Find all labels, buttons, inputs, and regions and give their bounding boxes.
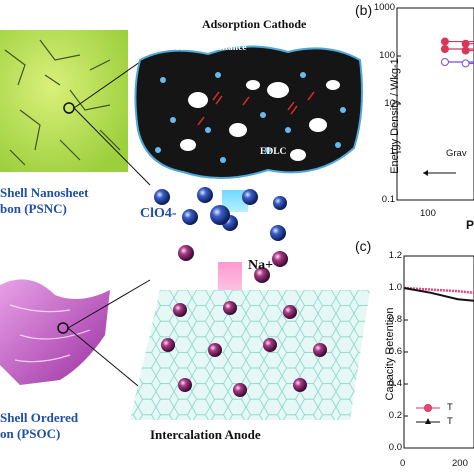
anode-title: Intercalation Anode bbox=[150, 427, 261, 442]
panel-c-legend-1: T bbox=[447, 402, 453, 413]
anion-label: ClO4- bbox=[140, 206, 177, 221]
panel-c-ytick-label: 0.2 bbox=[388, 410, 402, 421]
blue-arrow bbox=[222, 190, 248, 212]
panel-b-data-point bbox=[440, 44, 449, 53]
panel-b-ytick-label: 0.1 bbox=[381, 194, 395, 205]
panel-b-data-point bbox=[461, 46, 470, 55]
panel-c-ytick-label: 0.8 bbox=[388, 314, 402, 325]
panel-b-ytick-label: 100 bbox=[379, 50, 395, 61]
panel-c-xtick-200: 200 bbox=[452, 458, 468, 469]
panel-b-data-point bbox=[461, 59, 470, 68]
panel-b-letter: (b) bbox=[355, 2, 373, 18]
panel-b-data-point bbox=[440, 37, 449, 46]
intercalation-anode-graphic bbox=[130, 290, 370, 420]
panel-c-xtick-0: 0 bbox=[400, 458, 406, 469]
adsorption-cathode-graphic bbox=[134, 45, 363, 179]
panel-c-ytick-label: 1.0 bbox=[388, 282, 402, 293]
panel-b-xtick-100: 100 bbox=[420, 208, 436, 219]
edlc-label: EDLC bbox=[260, 147, 287, 157]
cathode-title: Adsorption Cathode bbox=[202, 17, 307, 31]
panel-b-data-point bbox=[461, 39, 470, 48]
panel-b-ytick-label: 1000 bbox=[373, 2, 395, 13]
panel-b-legend-text: Grav bbox=[446, 148, 467, 159]
psoc-label-line2: on (PSOC) bbox=[0, 426, 61, 441]
panel-b-data-point bbox=[440, 57, 449, 66]
panel-b-legend-arrow bbox=[423, 170, 456, 176]
panel-c-series-line bbox=[403, 287, 474, 302]
panel-b-xlabel: P bbox=[466, 218, 474, 232]
capacity-retention-chart bbox=[403, 255, 474, 449]
psoc-label: Shell Ordered on (PSOC) bbox=[0, 410, 78, 442]
panel-c-legend-markers bbox=[416, 404, 440, 424]
cation-label: Na+ bbox=[248, 258, 274, 273]
panel-c-series-line bbox=[403, 286, 474, 295]
psnc-label-line1: Shell Nanosheet bbox=[0, 185, 89, 200]
panel-c-ytick-label: 0.4 bbox=[388, 378, 402, 389]
panel-c-ytick-label: 0.0 bbox=[388, 442, 402, 453]
psnc-label: Shell Nanosheet bon (PSNC) bbox=[0, 185, 88, 217]
perchlorate-ions bbox=[154, 187, 288, 283]
panel-c-letter: (c) bbox=[355, 238, 372, 254]
panel-c-legend-2: T bbox=[447, 416, 453, 427]
panel-c-ytick-label: 1.2 bbox=[388, 250, 402, 261]
panel-c-ytick-label: 0.6 bbox=[388, 346, 402, 357]
panel-b-ytick-label: 10 bbox=[384, 98, 395, 109]
pseudocapacitance-label: Pseudocapacitance bbox=[170, 43, 247, 53]
psnc-label-line2: bon (PSNC) bbox=[0, 201, 67, 216]
psoc-label-line1: Shell Ordered bbox=[0, 410, 79, 425]
energy-density-chart bbox=[396, 7, 474, 201]
panel-b-ytick-label: 1 bbox=[389, 146, 395, 157]
